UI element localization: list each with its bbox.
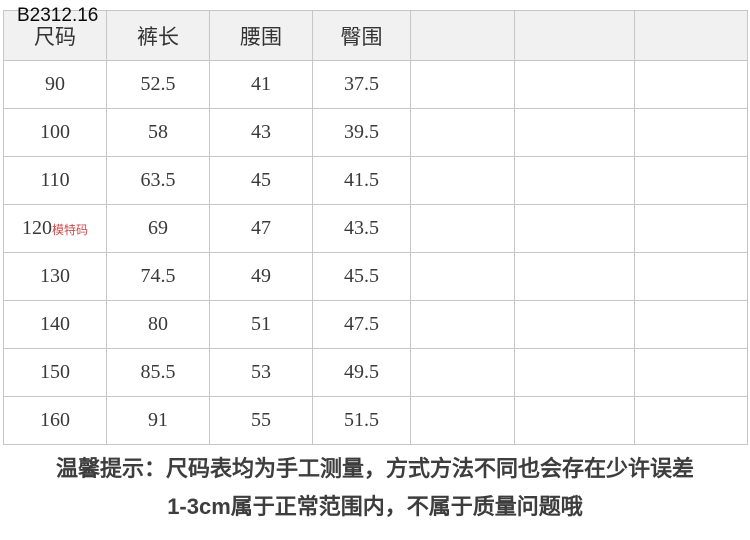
size-value: 120 [21, 217, 52, 239]
header-row: 尺码 裤长 腰围 臀围 [3, 10, 748, 61]
disclaimer-line-1: 温馨提示：尺码表均为手工测量，方式方法不同也会存在少许误差 [55, 456, 694, 481]
table-row: 90 52.5 41 37.5 [3, 60, 748, 109]
size-value: 140 [40, 313, 70, 335]
cell-empty [410, 156, 515, 205]
table-row: 120模特码 69 47 43.5 [3, 204, 748, 253]
cell-empty [514, 300, 635, 349]
cell-empty [514, 204, 635, 253]
cell-empty [514, 396, 635, 445]
cell-empty [514, 348, 635, 397]
cell-empty [634, 204, 748, 253]
cell-empty [634, 396, 748, 445]
cell-hip: 37.5 [312, 60, 411, 109]
cell-hip: 45.5 [312, 252, 411, 301]
cell-size: 150 [3, 348, 107, 397]
table-row: 110 63.5 45 41.5 [3, 156, 748, 205]
cell-waist: 47 [209, 204, 313, 253]
table-row: 130 74.5 49 45.5 [3, 252, 748, 301]
cell-size: 120模特码 [3, 204, 107, 253]
cell-waist: 53 [209, 348, 313, 397]
cell-pant-length: 63.5 [106, 156, 210, 205]
cell-empty [634, 348, 748, 397]
col-header-size: 尺码 [3, 10, 107, 61]
cell-size: 130 [3, 252, 107, 301]
size-value: 90 [45, 73, 65, 95]
size-value: 130 [40, 265, 70, 287]
cell-hip: 43.5 [312, 204, 411, 253]
cell-empty [634, 300, 748, 349]
cell-empty [410, 300, 515, 349]
size-value: 110 [40, 169, 70, 191]
table-row: 140 80 51 47.5 [3, 300, 748, 349]
col-header-empty [634, 10, 748, 61]
cell-empty [634, 60, 748, 109]
col-header-empty [410, 10, 515, 61]
disclaimer-line-2: 1-3cm属于正常范围内，不属于质量问题哦 [167, 494, 583, 519]
cell-empty [514, 108, 635, 157]
cell-empty [410, 396, 515, 445]
col-header-hip: 臀围 [312, 10, 411, 61]
cell-hip: 41.5 [312, 156, 411, 205]
cell-empty [514, 252, 635, 301]
cell-pant-length: 85.5 [106, 348, 210, 397]
cell-waist: 43 [209, 108, 313, 157]
cell-hip: 51.5 [312, 396, 411, 445]
cell-waist: 55 [209, 396, 313, 445]
cell-waist: 51 [209, 300, 313, 349]
table-row: 160 91 55 51.5 [3, 396, 748, 445]
watermark-code: B2312.16 [17, 5, 99, 26]
cell-empty [410, 204, 515, 253]
cell-pant-length: 58 [106, 108, 210, 157]
size-value: 160 [40, 409, 70, 431]
size-chart-table: 尺码 裤长 腰围 臀围 90 52.5 41 37.5 100 58 43 39… [3, 10, 748, 445]
cell-size: 100 [3, 108, 107, 157]
cell-empty [634, 156, 748, 205]
col-header-empty [514, 10, 635, 61]
cell-pant-length: 80 [106, 300, 210, 349]
cell-size: 110 [3, 156, 107, 205]
table-row: 150 85.5 53 49.5 [3, 348, 748, 397]
cell-empty [410, 60, 515, 109]
col-header-waist: 腰围 [209, 10, 313, 61]
cell-hip: 47.5 [312, 300, 411, 349]
cell-empty [514, 60, 635, 109]
cell-empty [410, 108, 515, 157]
cell-waist: 41 [209, 60, 313, 109]
cell-size: 160 [3, 396, 107, 445]
cell-empty [410, 252, 515, 301]
cell-hip: 49.5 [312, 348, 411, 397]
cell-empty [634, 108, 748, 157]
col-header-pant-length: 裤长 [106, 10, 210, 61]
cell-empty [634, 252, 748, 301]
cell-size: 90 [3, 60, 107, 109]
size-value: 100 [40, 121, 70, 143]
measurement-disclaimer: 温馨提示：尺码表均为手工测量，方式方法不同也会存在少许误差 1-3cm属于正常范… [0, 450, 750, 526]
cell-pant-length: 91 [106, 396, 210, 445]
cell-waist: 49 [209, 252, 313, 301]
cell-empty [410, 348, 515, 397]
cell-pant-length: 52.5 [106, 60, 210, 109]
cell-size: 140 [3, 300, 107, 349]
table-row: 100 58 43 39.5 [3, 108, 748, 157]
model-size-tag: 模特码 [51, 223, 88, 237]
cell-waist: 45 [209, 156, 313, 205]
cell-pant-length: 74.5 [106, 252, 210, 301]
cell-pant-length: 69 [106, 204, 210, 253]
size-value: 150 [40, 361, 70, 383]
cell-empty [514, 156, 635, 205]
cell-hip: 39.5 [312, 108, 411, 157]
